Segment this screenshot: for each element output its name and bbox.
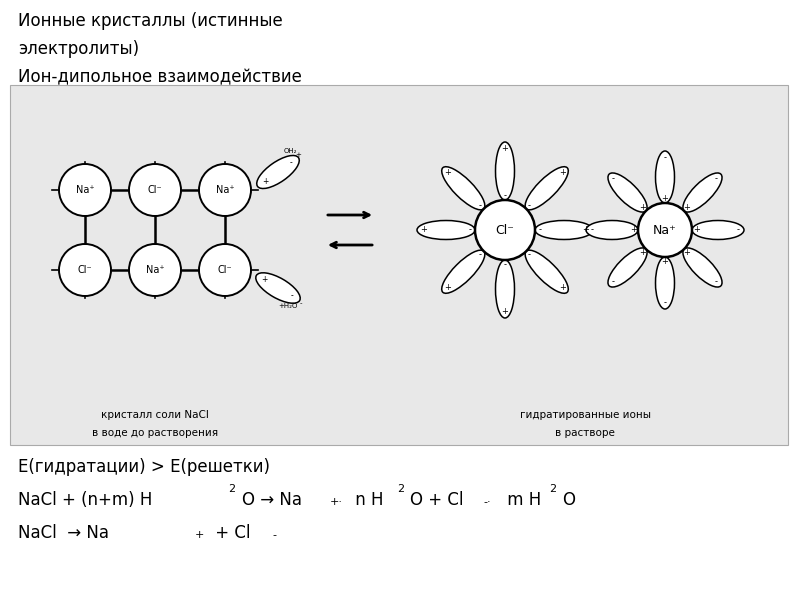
FancyBboxPatch shape (10, 85, 788, 445)
Text: -: - (479, 250, 482, 259)
Text: O: O (562, 491, 575, 509)
Text: +: + (582, 226, 590, 235)
Ellipse shape (692, 220, 744, 239)
Circle shape (475, 200, 535, 260)
Text: 2: 2 (228, 485, 235, 494)
Circle shape (638, 203, 692, 257)
Text: -: - (663, 153, 666, 162)
Circle shape (59, 164, 111, 216)
Text: -: - (290, 292, 294, 301)
Ellipse shape (495, 142, 514, 200)
Text: Cl⁻: Cl⁻ (78, 265, 92, 275)
Text: -: - (528, 201, 531, 210)
Circle shape (199, 244, 251, 296)
Ellipse shape (442, 250, 485, 293)
Text: -: - (612, 277, 615, 286)
Text: Cl⁻: Cl⁻ (495, 223, 514, 236)
Text: в растворе: в растворе (555, 428, 615, 438)
Text: -: - (715, 277, 718, 286)
Text: +: + (559, 283, 566, 292)
Text: Ионные кристаллы (истинные: Ионные кристаллы (истинные (18, 12, 282, 30)
Text: n H: n H (350, 491, 383, 509)
Text: NaCl + (n+m) H: NaCl + (n+m) H (18, 491, 152, 509)
Text: -: - (469, 226, 472, 235)
Text: +: + (639, 248, 646, 257)
Text: +: + (502, 145, 509, 154)
Circle shape (59, 244, 111, 296)
Text: 2: 2 (397, 485, 404, 494)
Text: Na⁺: Na⁺ (216, 185, 234, 195)
Text: +: + (262, 176, 268, 185)
Text: +: + (639, 203, 646, 212)
Circle shape (199, 164, 251, 216)
Ellipse shape (683, 248, 722, 287)
Ellipse shape (525, 167, 568, 210)
Ellipse shape (655, 257, 674, 309)
Text: -: - (612, 174, 615, 183)
Ellipse shape (256, 273, 300, 303)
Text: +: + (693, 226, 699, 235)
Ellipse shape (586, 220, 638, 239)
Text: E(гидратации) > E(решетки): E(гидратации) > E(решетки) (18, 458, 270, 476)
Ellipse shape (442, 167, 485, 210)
Text: -: - (663, 298, 666, 307)
Text: -: - (479, 201, 482, 210)
Text: Ион-дипольное взаимодействие: Ион-дипольное взаимодействие (18, 68, 302, 86)
Text: 2: 2 (549, 485, 556, 494)
Text: -·: -· (483, 497, 490, 507)
Text: O + Cl: O + Cl (410, 491, 463, 509)
Text: +: + (195, 530, 204, 540)
Text: -: - (300, 300, 302, 306)
Text: +: + (295, 152, 301, 158)
Text: +H₂O: +H₂O (278, 303, 298, 309)
Ellipse shape (525, 250, 568, 293)
Ellipse shape (608, 248, 647, 287)
Text: +: + (683, 248, 690, 257)
Ellipse shape (655, 151, 674, 203)
Circle shape (129, 164, 181, 216)
Ellipse shape (683, 173, 722, 212)
Text: O → Na: O → Na (242, 491, 302, 509)
Ellipse shape (495, 260, 514, 318)
Text: +: + (662, 257, 669, 266)
Text: -: - (290, 158, 293, 167)
Text: в воде до растворения: в воде до растворения (92, 428, 218, 438)
Text: -: - (538, 226, 541, 235)
Text: +: + (444, 168, 451, 177)
Text: +: + (261, 275, 267, 284)
Text: +: + (630, 226, 638, 235)
Text: +: + (444, 283, 451, 292)
Text: Na⁺: Na⁺ (76, 185, 94, 195)
Circle shape (129, 244, 181, 296)
Text: -: - (503, 260, 506, 269)
Text: -: - (590, 226, 594, 235)
Text: Na⁺: Na⁺ (653, 223, 677, 236)
Text: +: + (662, 194, 669, 203)
Text: +: + (502, 307, 509, 316)
Text: электролиты): электролиты) (18, 40, 139, 58)
Text: -: - (503, 191, 506, 200)
Text: Na⁺: Na⁺ (146, 265, 164, 275)
Text: +: + (683, 203, 690, 212)
Text: гидратированные ионы: гидратированные ионы (519, 410, 650, 420)
Text: +: + (421, 226, 427, 235)
Text: NaCl  → Na: NaCl → Na (18, 524, 109, 542)
Text: m H: m H (502, 491, 542, 509)
Text: -: - (736, 226, 739, 235)
Ellipse shape (535, 220, 593, 239)
Text: Cl⁻: Cl⁻ (148, 185, 162, 195)
Text: -: - (528, 250, 531, 259)
Text: +: + (559, 168, 566, 177)
Ellipse shape (417, 220, 475, 239)
Ellipse shape (257, 155, 299, 188)
Text: +·: +· (330, 497, 343, 507)
Text: OH₂: OH₂ (283, 148, 297, 154)
Text: Cl⁻: Cl⁻ (218, 265, 232, 275)
Text: кристалл соли NaCl: кристалл соли NaCl (101, 410, 209, 420)
Text: -: - (272, 530, 276, 540)
Text: + Cl: + Cl (210, 524, 250, 542)
Text: -: - (715, 174, 718, 183)
Ellipse shape (608, 173, 647, 212)
